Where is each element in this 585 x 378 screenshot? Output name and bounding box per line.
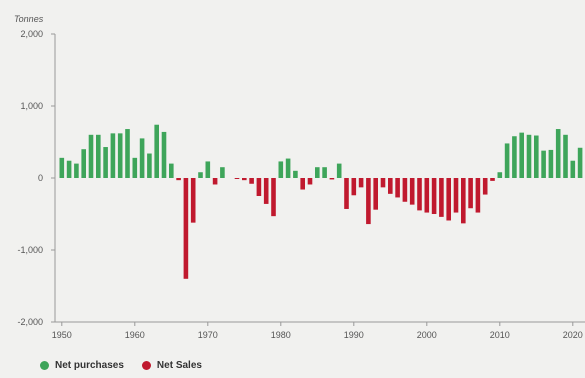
bar-net-purchase-2018 bbox=[555, 129, 561, 178]
bar-net-purchase-2019 bbox=[563, 134, 568, 178]
bar-net-sale-2007 bbox=[475, 178, 481, 213]
y-tick-label: -2,000 bbox=[17, 317, 43, 327]
legend-label-purchases: Net purchases bbox=[55, 360, 124, 371]
bar-net-sale-1977 bbox=[256, 178, 262, 196]
legend-dot-sales bbox=[141, 361, 151, 370]
bar-net-sale-1979 bbox=[271, 178, 276, 217]
y-tick-label: 1,000 bbox=[20, 101, 43, 111]
bar-net-purchase-1954 bbox=[88, 134, 94, 178]
bar-net-sale-1966 bbox=[176, 178, 181, 181]
bar-net-sale-1998 bbox=[409, 178, 415, 205]
bar-net-sale-2001 bbox=[431, 178, 437, 214]
bar-net-sale-1989 bbox=[344, 178, 349, 209]
bar-net-sale-1983 bbox=[300, 178, 305, 190]
bar-net-sale-2008 bbox=[482, 178, 488, 195]
bar-net-purchase-1961 bbox=[139, 138, 145, 178]
bar-net-sale-2000 bbox=[424, 178, 430, 213]
bar-net-purchase-1953 bbox=[81, 149, 86, 178]
bar-net-sale-1991 bbox=[358, 178, 364, 188]
x-tick-label: 1980 bbox=[271, 330, 291, 340]
legend-item-sales: Net Sales bbox=[141, 360, 202, 371]
bar-net-purchase-1982 bbox=[293, 170, 298, 178]
x-tick-label: 1960 bbox=[125, 330, 145, 340]
bar-net-sale-1992 bbox=[366, 178, 371, 225]
bar-net-sale-1997 bbox=[402, 178, 408, 202]
bar-net-purchase-2010 bbox=[497, 172, 503, 178]
bar-net-purchase-2017 bbox=[548, 149, 554, 178]
bar-net-sale-1987 bbox=[329, 178, 335, 180]
bar-net-purchase-1965 bbox=[169, 163, 174, 178]
bar-net-sale-1975 bbox=[242, 178, 247, 181]
bar-net-purchase-1958 bbox=[117, 133, 123, 178]
x-tick-label: 1950 bbox=[52, 330, 72, 340]
bar-net-purchase-2016 bbox=[541, 150, 546, 178]
bar-net-purchase-1969 bbox=[198, 172, 203, 178]
legend-label-sales: Net Sales bbox=[156, 360, 202, 371]
bar-net-purchase-2015 bbox=[534, 135, 539, 178]
legend-dot-purchases bbox=[40, 361, 49, 370]
bar-net-sale-1968 bbox=[190, 178, 196, 223]
bar-net-sale-2009 bbox=[490, 178, 495, 181]
bar-net-sale-1967 bbox=[183, 178, 189, 279]
bar-net-purchase-2014 bbox=[526, 134, 532, 178]
bar-net-purchase-1964 bbox=[161, 131, 167, 178]
bar-net-purchase-2012 bbox=[512, 136, 517, 178]
y-tick-label: 0 bbox=[38, 173, 43, 183]
bar-net-sale-2005 bbox=[461, 178, 466, 224]
x-tick-label: 2020 bbox=[563, 330, 583, 340]
bar-net-sale-1999 bbox=[417, 178, 422, 211]
bar-net-purchase-2011 bbox=[504, 143, 510, 178]
bar-net-purchase-1952 bbox=[74, 163, 79, 178]
bar-net-sale-1996 bbox=[395, 178, 400, 198]
bar-net-purchase-1980 bbox=[278, 161, 284, 178]
bar-net-purchase-1985 bbox=[315, 167, 320, 178]
bar-net-purchase-1981 bbox=[285, 158, 291, 178]
x-tick-label: 1990 bbox=[344, 330, 364, 340]
bar-net-sale-1976 bbox=[249, 178, 254, 184]
bar-net-purchase-1956 bbox=[103, 147, 108, 178]
x-tick-label: 2010 bbox=[490, 330, 510, 340]
y-axis-label: Tonnes bbox=[14, 14, 44, 24]
bar-net-sale-2002 bbox=[439, 178, 444, 217]
bar-net-purchase-1951 bbox=[66, 160, 72, 178]
y-tick-label: -1,000 bbox=[17, 245, 43, 255]
bar-net-purchase-1962 bbox=[147, 153, 152, 178]
y-tick-label: 2,000 bbox=[20, 29, 43, 39]
legend-item-purchases: Net purchases bbox=[40, 360, 124, 371]
bar-net-purchase-2020 bbox=[570, 160, 576, 178]
bar-net-purchase-2013 bbox=[519, 132, 524, 178]
bar-net-sale-1971 bbox=[212, 178, 218, 185]
bar-net-sale-1994 bbox=[380, 178, 386, 188]
bar-net-purchase-1950 bbox=[59, 157, 65, 178]
bar-net-purchase-1986 bbox=[322, 167, 327, 178]
bar-net-purchase-1972 bbox=[220, 167, 225, 178]
bar-net-sale-1978 bbox=[263, 178, 269, 204]
x-tick-label: 1970 bbox=[198, 330, 218, 340]
bar-net-sale-2003 bbox=[446, 178, 451, 221]
bar-net-purchase-1955 bbox=[96, 134, 101, 178]
bar-net-sale-1993 bbox=[373, 178, 378, 210]
bar-net-purchase-1957 bbox=[110, 133, 116, 178]
bar-net-sale-1974 bbox=[234, 178, 240, 179]
bar-net-sale-1990 bbox=[351, 178, 357, 196]
bar-net-sale-1984 bbox=[307, 178, 313, 185]
bar-net-purchase-1988 bbox=[336, 163, 342, 178]
bar-net-purchase-1960 bbox=[132, 157, 138, 178]
bar-net-sale-2006 bbox=[468, 178, 473, 209]
bar-net-sale-1995 bbox=[388, 178, 393, 194]
bar-net-purchase-1959 bbox=[125, 129, 130, 178]
x-tick-label: 2000 bbox=[417, 330, 437, 340]
legend: Net purchases Net Sales bbox=[40, 360, 214, 371]
bar-net-purchase-2021 bbox=[577, 147, 583, 178]
bar-net-purchase-1970 bbox=[205, 161, 211, 178]
bar-net-purchase-1963 bbox=[154, 124, 159, 178]
bar-net-sale-2004 bbox=[453, 178, 459, 213]
